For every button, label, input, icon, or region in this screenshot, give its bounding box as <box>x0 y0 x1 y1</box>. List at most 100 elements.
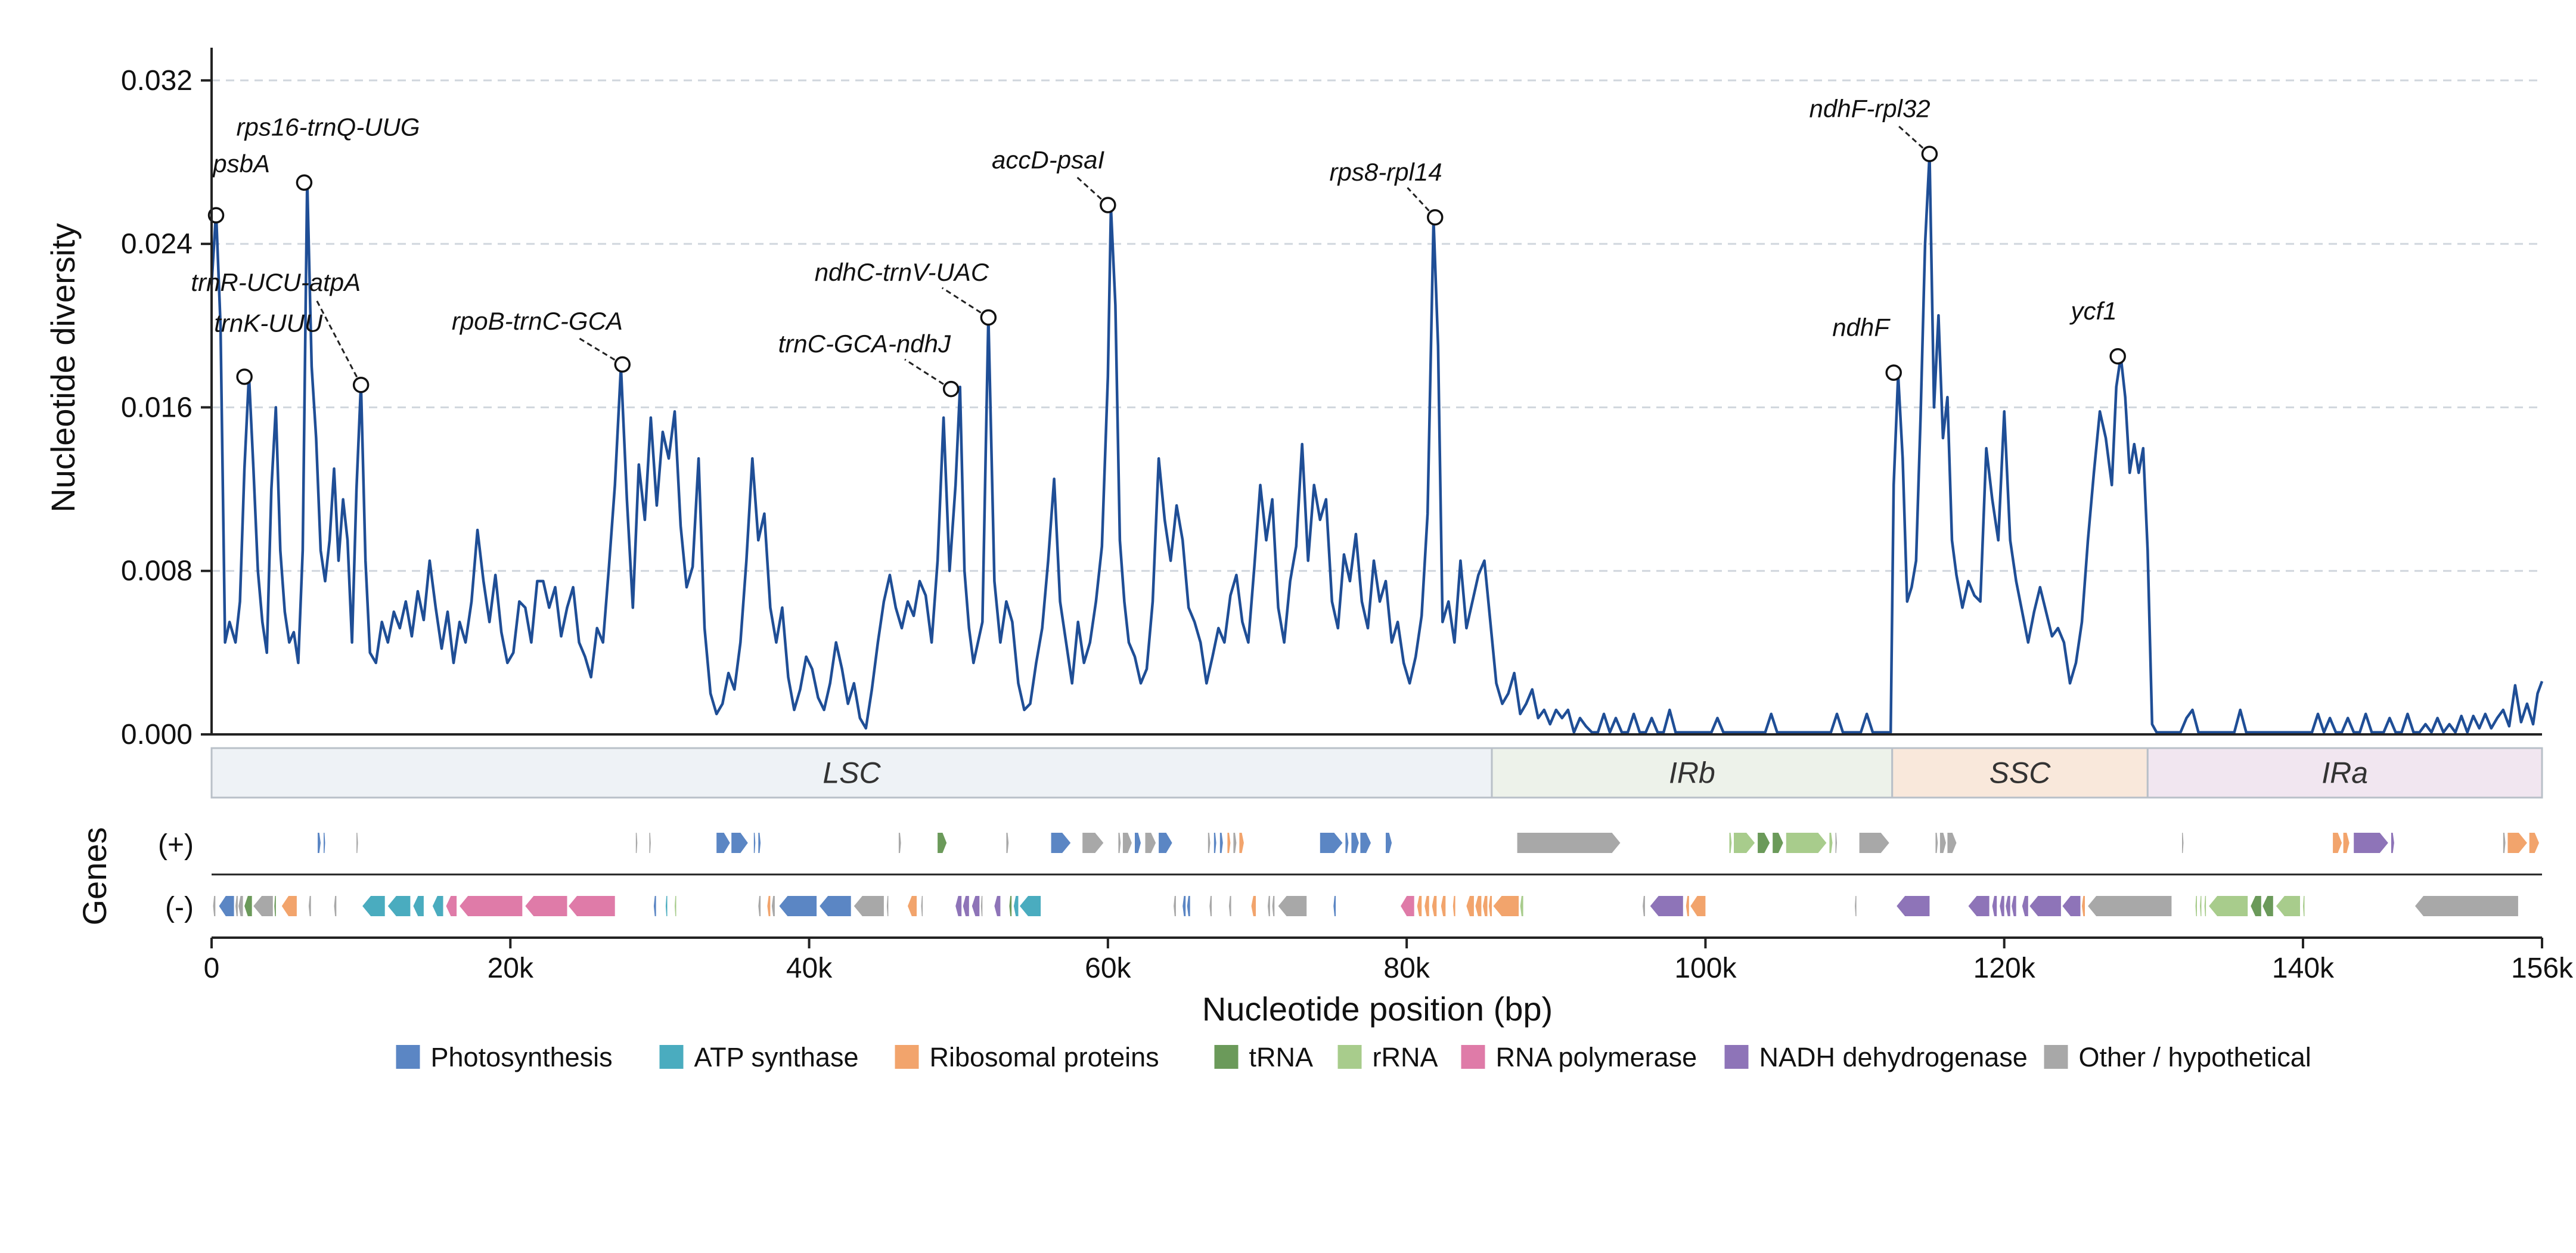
y-tick-label: 0.024 <box>121 228 193 260</box>
gene-arrow <box>2029 896 2061 916</box>
annotation-leader <box>1896 123 1931 155</box>
legend-swatch <box>1461 1045 1485 1069</box>
peak-label: ycf1 <box>2069 297 2117 325</box>
peak-label: trnK-UUU <box>214 309 323 337</box>
peak-marker <box>352 376 370 393</box>
peak-marker <box>1921 145 1938 163</box>
legend-swatch <box>659 1045 684 1069</box>
gene-arrow <box>820 896 851 916</box>
x-tick-label: 80k <box>1383 953 1430 984</box>
gene-arrow <box>2209 896 2248 916</box>
gene-arrow <box>1520 896 1523 916</box>
gene-arrow <box>1489 896 1492 916</box>
gene-arrow <box>1219 833 1223 853</box>
gene-arrow <box>1643 896 1645 916</box>
gene-arrow <box>1897 896 1930 916</box>
gene-arrow <box>1135 833 1141 853</box>
region-label: SSC <box>1990 756 2052 790</box>
y-tick-label: 0.016 <box>121 392 193 423</box>
gene-arrow <box>1159 833 1172 853</box>
gene-arrow <box>1006 833 1009 853</box>
gene-arrow <box>2204 896 2206 916</box>
gene-arrow <box>767 896 771 916</box>
peak-label: ndhC-trnV-UAC <box>815 258 989 286</box>
legend-swatch <box>895 1045 919 1069</box>
gene-arrow <box>1650 896 1683 916</box>
gene-arrow <box>432 896 443 916</box>
gene-arrow <box>908 896 917 916</box>
gene-arrow <box>898 833 901 853</box>
peak-marker <box>1885 364 1902 381</box>
gene-arrow <box>1009 896 1012 916</box>
peak-label: trnC-GCA-ndhJ <box>778 330 951 358</box>
y-tick-label: 0.032 <box>121 65 193 97</box>
gene-arrow <box>1466 896 1474 916</box>
peak-label: psbA <box>212 150 270 178</box>
x-tick-label: 40k <box>786 953 833 984</box>
gene-arrow <box>253 896 273 916</box>
gene-arrow <box>281 896 297 916</box>
gene-arrow <box>771 896 775 916</box>
gene-arrow <box>2200 896 2202 916</box>
gene-arrow <box>1020 896 1041 916</box>
gene-arrow <box>1174 896 1176 916</box>
gene-arrow <box>1859 833 1889 853</box>
gene-arrow <box>1239 833 1244 853</box>
gene-arrow <box>1208 833 1211 853</box>
peak-marker <box>1100 197 1116 213</box>
gene-arrow <box>980 896 983 916</box>
gene-arrow <box>1183 896 1186 916</box>
gene-arrow <box>635 833 638 853</box>
legend-swatch <box>2044 1045 2068 1069</box>
legend-label: tRNA <box>1249 1042 1314 1072</box>
legend-label: Other / hypothetical <box>2079 1042 2311 1072</box>
gene-arrow <box>1401 896 1414 916</box>
gene-arrow <box>2333 833 2342 853</box>
x-axis-title: Nucleotide position (bp) <box>1202 990 1553 1028</box>
gene-arrow <box>1829 833 1833 853</box>
gene-arrow <box>2391 833 2394 853</box>
gene-arrow <box>2012 896 2016 916</box>
legend-label: Ribosomal proteins <box>930 1042 1159 1072</box>
gene-arrow <box>2507 833 2527 853</box>
peak-label: rpoB-trnC-GCA <box>452 307 623 335</box>
gene-arrow <box>1424 896 1429 916</box>
gene-arrow <box>1360 833 1371 853</box>
gene-arrow <box>1013 896 1019 916</box>
gene-arrow <box>1417 896 1422 916</box>
legend-swatch <box>1337 1045 1362 1069</box>
gene-arrow <box>1992 896 1997 916</box>
peak-marker <box>614 356 631 373</box>
grid-lines <box>212 79 2542 572</box>
gene-arrow <box>1475 896 1482 916</box>
y-tick-label: 0.000 <box>121 719 193 750</box>
gene-arrow <box>334 896 337 916</box>
legend-label: ATP synthase <box>694 1042 859 1072</box>
legend-swatch <box>1724 1045 1749 1069</box>
gene-arrow <box>274 896 276 916</box>
x-tick-label: 120k <box>1973 953 2036 984</box>
gene-arrow <box>2529 833 2539 853</box>
gene-arrow <box>1690 896 1706 916</box>
axes: 0.000 0.008 0.016 0.024 0.032 0 20k 40k 60k 80k 10… <box>121 48 2574 984</box>
gene-arrow <box>1082 833 1104 853</box>
gene-arrow <box>2022 896 2028 916</box>
gene-arrow <box>649 833 651 853</box>
gene-arrow <box>779 896 817 916</box>
annotation-leader <box>904 358 952 390</box>
region-segment <box>1891 747 2149 799</box>
gene-arrow <box>1786 833 1827 853</box>
gene-arrow <box>569 896 615 916</box>
region-label: IRa <box>2321 756 2368 790</box>
peak-annotations: psbA rps16-trnQ-UUG trnR-UCU-atpA trnK-UUU r… <box>191 95 2126 398</box>
gene-arrow <box>753 833 756 853</box>
gene-arrow <box>1278 896 1307 916</box>
region-bar: LSC IRb SSC IRa <box>210 747 2543 799</box>
gene-arrow <box>1939 833 1946 853</box>
peak-label: ndhF <box>1832 313 1891 341</box>
gene-arrow <box>1835 833 1837 853</box>
gene-arrow <box>387 896 411 916</box>
x-tick-label: 60k <box>1085 953 1131 984</box>
gene-arrow <box>1432 896 1437 916</box>
